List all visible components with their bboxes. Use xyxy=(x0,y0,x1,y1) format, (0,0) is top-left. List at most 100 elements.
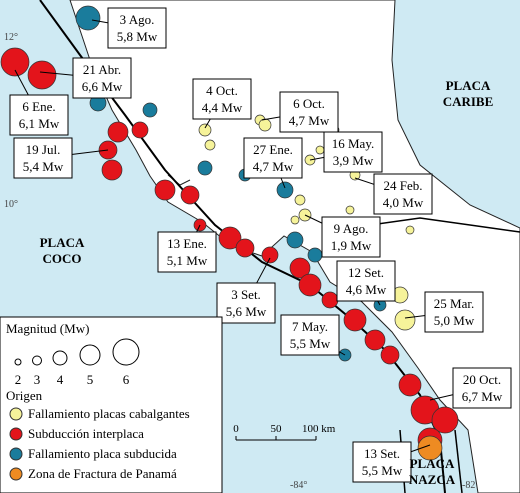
earthquake xyxy=(142,102,158,118)
legend-title: Magnitud (Mw) xyxy=(6,321,89,336)
earthquake xyxy=(286,231,304,249)
event-magnitude: 3,9 Mw xyxy=(333,153,374,168)
event-magnitude: 4,7 Mw xyxy=(289,113,330,128)
earthquake xyxy=(197,160,213,176)
event-date: 7 May. xyxy=(292,319,328,334)
coordinate: 12° xyxy=(4,32,18,43)
event-date: 25 Mar. xyxy=(434,296,474,311)
plate-name: PLACA xyxy=(410,456,455,471)
callout-box xyxy=(216,282,276,324)
plate-name: COCO xyxy=(43,251,82,266)
legend-size-label: 3 xyxy=(34,372,41,387)
event-date: 3 Set. xyxy=(231,287,261,302)
legend-size xyxy=(14,358,22,366)
earthquake xyxy=(276,181,294,199)
earthquake xyxy=(204,139,216,151)
earthquake xyxy=(154,179,176,201)
event-magnitude: 6,7 Mw xyxy=(462,389,503,404)
event-date: 4 Oct. xyxy=(206,83,238,98)
event-magnitude: 4,0 Mw xyxy=(383,195,424,210)
earthquake xyxy=(394,309,416,331)
legend-size xyxy=(112,338,140,366)
legend-subtitle: Origen xyxy=(6,388,43,403)
earthquake xyxy=(75,5,101,31)
earthquake xyxy=(198,123,212,137)
callout-box xyxy=(452,367,512,409)
callout-box xyxy=(72,57,132,99)
earthquake xyxy=(405,225,415,235)
legend-size-label: 5 xyxy=(87,372,94,387)
earthquake xyxy=(101,159,123,181)
earthquake xyxy=(290,215,300,225)
legend-size xyxy=(79,344,101,366)
earthquake xyxy=(180,185,200,205)
event-magnitude: 4,7 Mw xyxy=(253,159,294,174)
legend-marker xyxy=(9,467,23,481)
earthquake xyxy=(289,257,311,279)
callout-box xyxy=(323,131,383,173)
callout-box xyxy=(107,7,167,49)
earthquake xyxy=(364,329,386,351)
callout-box xyxy=(321,216,381,258)
legend-label: Fallamiento placas cabalgantes xyxy=(28,406,190,421)
coordinate: 10° xyxy=(4,199,18,210)
event-magnitude: 5,5 Mw xyxy=(290,336,331,351)
earthquake xyxy=(380,345,400,365)
callout-box xyxy=(279,91,339,133)
coordinate: -82 xyxy=(462,480,475,491)
coordinate: -84° xyxy=(290,480,307,491)
event-magnitude: 4,4 Mw xyxy=(202,100,243,115)
callout-box xyxy=(192,78,252,120)
earthquake xyxy=(0,47,30,77)
legend-marker xyxy=(9,407,23,421)
callout-box xyxy=(9,94,69,136)
event-magnitude: 1,9 Mw xyxy=(331,238,372,253)
event-date: 3 Ago. xyxy=(120,12,155,27)
event-magnitude: 5,6 Mw xyxy=(226,304,267,319)
deformed-belt xyxy=(369,217,520,233)
earthquake xyxy=(315,145,325,155)
plate-name: PLACA xyxy=(446,78,491,93)
event-date: 19 Jul. xyxy=(26,142,61,157)
callout-box xyxy=(373,173,433,215)
callout-box xyxy=(352,441,412,483)
event-magnitude: 5,4 Mw xyxy=(23,159,64,174)
earthquake xyxy=(307,247,323,263)
callout-box xyxy=(336,260,396,302)
callouts: 3 Ago. 5,8 Mw 21 Abr. 6,6 Mw 6 Ene. 6,1 Mw 19 … xyxy=(9,7,512,483)
earthquake xyxy=(261,246,279,264)
legend-box xyxy=(0,316,223,493)
scale-label: 50 xyxy=(271,423,283,435)
land xyxy=(69,0,520,493)
event-date: 9 Ago. xyxy=(334,221,369,236)
event-date: 6 Oct. xyxy=(293,96,325,111)
callout-box xyxy=(157,231,217,273)
event-magnitude: 5,0 Mw xyxy=(434,313,475,328)
legend-marker xyxy=(9,447,23,461)
event-magnitude: 5,5 Mw xyxy=(362,463,403,478)
legend-label: Zona de Fractura de Panamá xyxy=(28,466,177,481)
event-date: 13 Ene. xyxy=(167,236,207,251)
plate-name: NAZCA xyxy=(409,472,456,487)
earthquake xyxy=(345,205,355,215)
earthquake xyxy=(27,60,57,90)
earthquake xyxy=(398,373,422,397)
event-date: 20 Oct. xyxy=(463,372,501,387)
scale-label: 0 xyxy=(233,423,239,435)
event-date: 16 May. xyxy=(332,136,375,151)
event-magnitude: 5,8 Mw xyxy=(117,29,158,44)
earthquake xyxy=(417,435,443,461)
legend-size-label: 6 xyxy=(123,372,130,387)
earthquake xyxy=(343,308,367,332)
event-magnitude: 6,1 Mw xyxy=(19,116,60,131)
legend-label: Fallamiento placa subducida xyxy=(28,446,177,461)
earthquake xyxy=(298,273,322,297)
earthquake xyxy=(218,226,242,250)
callout-box xyxy=(280,314,340,356)
legend-size xyxy=(32,355,42,366)
earthquake xyxy=(431,406,459,434)
callout-box xyxy=(13,137,73,179)
event-date: 27 Ene. xyxy=(253,142,293,157)
